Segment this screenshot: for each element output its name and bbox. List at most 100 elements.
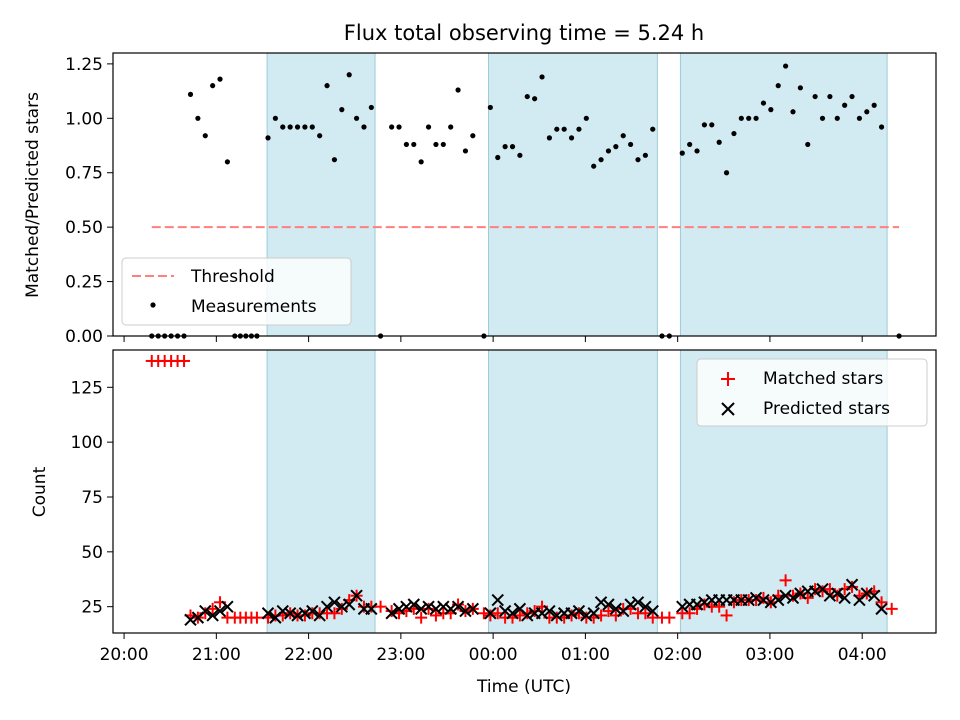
ratio-legend: Threshold Measurements (121, 257, 352, 326)
ratio-panel: 0.00 0.25 0.50 0.75 1.00 1.25 Matched/Predict… (23, 52, 937, 347)
predicted-point (298, 607, 312, 620)
measurement-point (495, 154, 501, 161)
measurement-point (487, 104, 493, 111)
predicted-point (831, 587, 844, 600)
predicted-point (335, 600, 349, 613)
predicted-point (306, 604, 319, 618)
measurement-point (731, 130, 737, 137)
ratio-y-tick-label: 0.00 (65, 327, 103, 347)
matched-point (422, 602, 435, 615)
measurement-point (849, 93, 855, 100)
predicted-point (543, 604, 556, 618)
measurement-point (709, 122, 715, 128)
ratio-y-tick-label: 0.25 (65, 273, 103, 293)
measurement-point (716, 139, 722, 145)
predicted-point (602, 598, 615, 611)
predicted-point (676, 600, 689, 613)
measurement-point (368, 104, 374, 111)
measurement-point (834, 115, 840, 121)
measurement-point (287, 124, 293, 130)
x-axis-label: Time (UTC) (476, 677, 571, 697)
ratio-y-tick-label: 1.25 (65, 55, 103, 75)
matched-point (477, 607, 490, 620)
measurement-point (746, 115, 752, 121)
predicted-point (429, 602, 443, 616)
measurement-point (783, 63, 789, 69)
predicted-point (690, 598, 704, 611)
predicted-point (860, 587, 874, 600)
predicted-point (261, 607, 275, 620)
measurement-point (187, 91, 194, 97)
legend-threshold-label: Threshold (190, 267, 275, 287)
x-tick-label: 20:00 (100, 645, 149, 665)
measurement-point (679, 150, 685, 156)
predicted-point (772, 593, 785, 607)
measurement-point (561, 126, 567, 132)
measurement-point (687, 141, 693, 148)
predicted-point (808, 585, 822, 598)
measurement-point (302, 124, 308, 130)
predicted-point (444, 602, 457, 616)
measurement-point (591, 163, 597, 169)
measurement-point (576, 126, 582, 132)
measurement-point (554, 126, 560, 132)
measurement-point (353, 115, 360, 121)
measurement-point (517, 152, 523, 158)
measurement-point (331, 157, 338, 163)
count-y-label: Count (30, 466, 50, 517)
predicted-point (845, 578, 859, 591)
measurement-point (856, 115, 863, 121)
predicted-point (565, 607, 578, 620)
predicted-point (350, 589, 363, 602)
measurement-point (346, 72, 352, 78)
predicted-point (385, 607, 398, 620)
measurement-point (224, 159, 231, 165)
predicted-point (838, 591, 851, 605)
x-tick-label: 04:00 (838, 645, 887, 665)
predicted-point (184, 613, 197, 627)
measurement-point (265, 135, 271, 141)
measurement-point (701, 122, 708, 128)
predicted-point (276, 604, 289, 618)
measurement-point (605, 148, 612, 154)
predicted-point (823, 589, 837, 602)
ratio-y-tick-label: 0.50 (65, 218, 103, 238)
x-tick-label: 00:00 (469, 645, 518, 665)
count-x-axis: 20:00 21:00 22:00 23:00 00:00 01:00 02:00 03:00… (100, 633, 887, 665)
measurement-point (613, 144, 619, 150)
matched-point (683, 607, 696, 620)
chart-title: Flux total observing time = 5.24 h (344, 21, 704, 45)
measurement-point (797, 85, 803, 91)
measurement-point (878, 124, 885, 130)
measurement-point (433, 141, 439, 148)
measurement-point (294, 124, 301, 130)
measurement-point (361, 124, 367, 130)
count-y-tick-label: 25 (81, 598, 103, 618)
predicted-point (867, 589, 881, 602)
legend-measurements-swatch (150, 302, 156, 308)
count-y-tick-label: 50 (81, 543, 103, 563)
measurement-point (470, 133, 476, 139)
count-legend-box (696, 358, 928, 427)
measurement-point (568, 135, 575, 141)
measurement-point (642, 152, 648, 158)
matched-point (250, 611, 263, 624)
measurement-point (812, 93, 818, 100)
measurement-point (864, 109, 870, 115)
predicted-point (283, 607, 297, 620)
measurement-point (202, 133, 208, 139)
predicted-point (757, 593, 770, 607)
predicted-point (407, 598, 420, 611)
count-legend: Matched stars Predicted stars (696, 358, 928, 427)
predicted-point (484, 607, 497, 620)
measurement-point (217, 76, 223, 82)
matched-point (846, 580, 859, 593)
ratio-y-label: Matched/Predicted stars (23, 92, 43, 298)
predicted-point (506, 607, 519, 620)
predicted-point (594, 596, 608, 609)
ratio-x-ticks (123, 336, 863, 342)
measurement-point (827, 93, 833, 100)
predicted-point (437, 600, 450, 613)
count-panel: 25 50 75 100 125 20:00 21:00 22:00 23:00 00:00 01… (30, 349, 937, 697)
